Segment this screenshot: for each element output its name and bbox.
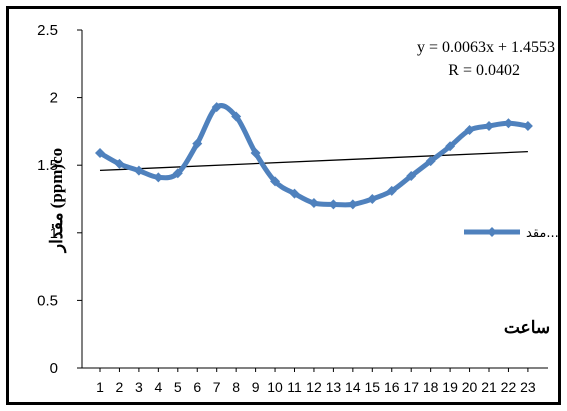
y-tick-label: 1.5 xyxy=(37,157,58,174)
x-tick-label: 9 xyxy=(252,379,260,395)
x-tick-label: 23 xyxy=(520,379,536,395)
x-tick-label: 13 xyxy=(326,379,342,395)
data-point xyxy=(153,172,164,183)
legend-marker xyxy=(487,227,497,237)
x-tick-label: 6 xyxy=(193,379,201,395)
x-tick-label: 10 xyxy=(267,379,283,395)
data-point xyxy=(289,188,300,199)
x-tick-label: 7 xyxy=(213,379,221,395)
legend: مقد... xyxy=(464,226,559,241)
data-point xyxy=(250,148,261,159)
x-tick-label: 12 xyxy=(306,379,322,395)
y-tick-label: 0 xyxy=(50,360,58,377)
data-point xyxy=(406,171,417,182)
data-point xyxy=(114,158,125,169)
data-point xyxy=(425,156,436,167)
data-point xyxy=(445,141,456,152)
axes xyxy=(81,30,548,369)
y-tick-label: 1 xyxy=(50,225,58,242)
x-tick-label: 15 xyxy=(365,379,381,395)
x-tick-label: 5 xyxy=(174,379,182,395)
data-point xyxy=(386,185,397,196)
data-point xyxy=(172,168,183,179)
data-point xyxy=(192,138,203,149)
x-tick-label: 17 xyxy=(403,379,419,395)
x-tick-label: 3 xyxy=(135,379,143,395)
chart-frame xyxy=(6,6,561,405)
data-point xyxy=(484,120,494,131)
x-tick-label: 11 xyxy=(287,379,302,395)
x-tick-label: 20 xyxy=(462,379,478,395)
x-tick-label: 22 xyxy=(501,379,517,395)
x-tick-label: 8 xyxy=(232,379,240,395)
trendline-r-value: R = 0.0402 xyxy=(448,62,520,79)
x-axis-label: ساعت xyxy=(504,318,550,337)
x-tick-label: 14 xyxy=(345,379,361,395)
data-point xyxy=(231,111,242,122)
y-tick-labels: 0 0.5 1 1.5 2 2.5 xyxy=(37,22,82,377)
data-point xyxy=(503,118,514,129)
data-point xyxy=(133,165,144,176)
data-point xyxy=(367,194,378,204)
x-tick-label: 2 xyxy=(116,379,124,395)
trendline-equation: y = 0.0063x + 1.4553 xyxy=(417,39,555,56)
data-point xyxy=(211,102,222,113)
y-tick-label: 2 xyxy=(50,90,58,107)
y-tick-label: 0.5 xyxy=(37,292,58,309)
y-axis-label: مقدار (ppm)co xyxy=(47,148,67,254)
x-tick-label: 16 xyxy=(384,379,400,395)
series-line xyxy=(97,103,531,208)
x-tick-labels: 1 2 3 4 5 6 7 8 9 10 11 12 13 14 15 16 17 18 19 20 21 22 23 xyxy=(96,368,536,395)
data-point xyxy=(464,125,475,136)
x-tick-label: 1 xyxy=(96,379,104,395)
data-point xyxy=(308,198,319,209)
data-point xyxy=(95,148,105,159)
x-tick-label: 18 xyxy=(423,379,439,395)
x-tick-label: 21 xyxy=(481,379,497,395)
x-tick-label: 19 xyxy=(442,379,458,395)
series-markers xyxy=(95,102,533,210)
data-point xyxy=(347,199,358,210)
data-point xyxy=(328,199,339,210)
data-point xyxy=(522,120,533,131)
legend-label: مقد... xyxy=(526,226,559,241)
x-tick-label: 4 xyxy=(154,379,162,395)
trendline xyxy=(99,151,528,172)
y-tick-label: 2.5 xyxy=(37,22,58,39)
data-point xyxy=(270,176,281,187)
